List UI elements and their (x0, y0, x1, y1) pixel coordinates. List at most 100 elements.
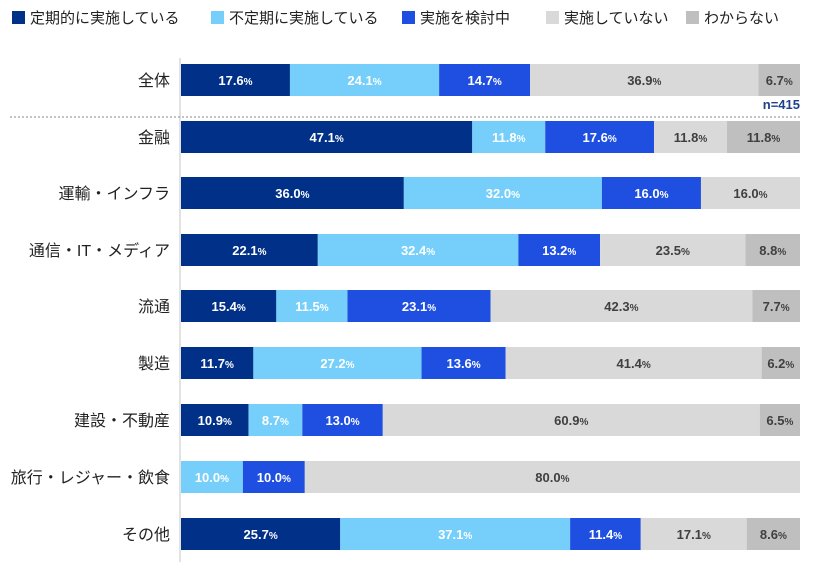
bar-segment (181, 404, 249, 436)
bar-segment (758, 64, 800, 96)
category-label: その他 (122, 526, 170, 544)
bar-segment (600, 234, 746, 266)
bar-segment (302, 404, 383, 436)
legend-label: わからない (704, 10, 779, 27)
legend-label: 実施していない (564, 10, 669, 27)
data-label: 17.6% (583, 130, 617, 145)
data-label: 80.0% (535, 470, 569, 485)
data-label: 11.8% (747, 130, 781, 145)
data-label: 27.2% (320, 356, 354, 371)
data-label: 15.4% (212, 299, 246, 314)
category-label: 旅行・レジャー・飲食 (11, 469, 170, 487)
data-label: 23.1% (402, 299, 436, 314)
bar-segment (317, 234, 519, 266)
legend-swatch (12, 11, 25, 24)
bar-segment (761, 347, 800, 379)
data-label: 22.1% (232, 243, 266, 258)
bar-segment (472, 121, 546, 153)
bar-segment (403, 177, 602, 209)
data-label: 8.7% (262, 413, 289, 428)
legend-swatch (211, 11, 224, 24)
data-label: 6.5% (766, 413, 793, 428)
data-label: 13.6% (446, 356, 480, 371)
data-label: 6.2% (767, 356, 794, 371)
bar-segment (242, 461, 305, 493)
bar-segment (439, 64, 531, 96)
data-label: 32.4% (401, 243, 435, 258)
category-label: 流通 (138, 298, 170, 316)
bar-segment (518, 234, 601, 266)
bar-segment (304, 461, 800, 493)
bar-segment (248, 404, 303, 436)
data-label: 41.4% (617, 356, 651, 371)
data-label: 36.0% (275, 186, 309, 201)
bar-segment (746, 518, 800, 550)
data-label: 60.9% (554, 413, 588, 428)
legend-label: 不定期に実施している (229, 10, 379, 27)
legend: 定期的に実施している 不定期に実施している 実施を検討中 実施していない わからない (12, 10, 779, 27)
bar-segment (181, 461, 243, 493)
bar-segment (181, 234, 318, 266)
bar-segment (276, 290, 348, 322)
bar-segment (752, 290, 800, 322)
data-label: 7.7% (763, 299, 790, 314)
data-label: 8.6% (760, 527, 787, 542)
bar-segment (601, 177, 701, 209)
bar-segment (490, 290, 753, 322)
bar-segment (570, 518, 641, 550)
bars: 全体 17.6% 24.1% 14.7% 36.9% 6.7% 金融 47.1% 11.8% 17… (11, 64, 800, 550)
data-label: 42.3% (604, 299, 638, 314)
legend-swatch (686, 11, 699, 24)
data-label: 10.9% (198, 413, 232, 428)
bar-segment (545, 121, 655, 153)
sample-note: n=415 (763, 97, 800, 112)
bar-segment (340, 518, 571, 550)
bar-segment (181, 64, 290, 96)
legend-label: 実施を検討中 (420, 10, 510, 27)
data-label: 8.8% (759, 243, 786, 258)
bar-segment (505, 347, 762, 379)
data-label: 37.1% (438, 527, 472, 542)
data-label: 25.7% (244, 527, 278, 542)
bar-segment (181, 177, 404, 209)
bar-segment (347, 290, 491, 322)
data-label: 13.2% (542, 243, 576, 258)
bar-segment (289, 64, 440, 96)
data-label: 17.6% (218, 73, 252, 88)
category-label: 全体 (138, 72, 170, 90)
data-label: 11.8% (492, 130, 526, 145)
data-label: 32.0% (486, 186, 520, 201)
data-label: 47.1% (310, 130, 344, 145)
data-label: 11.7% (200, 356, 234, 371)
bar-segment (382, 404, 760, 436)
data-label: 10.0% (195, 470, 229, 485)
bar-segment (700, 177, 800, 209)
category-label: 通信・IT・メディア (29, 241, 170, 260)
bar-segment (727, 121, 800, 153)
data-label: 11.8% (674, 130, 708, 145)
bar-segment (530, 64, 759, 96)
category-label: 金融 (138, 129, 170, 147)
bar-segment (253, 347, 422, 379)
category-label: 建設・不動産 (74, 412, 170, 430)
data-label: 13.0% (325, 413, 359, 428)
bar-segment (745, 234, 800, 266)
bar-segment (181, 121, 473, 153)
legend-swatch (546, 11, 559, 24)
bar-segment (181, 518, 341, 550)
data-label: 14.7% (468, 73, 502, 88)
bar-segment (421, 347, 506, 379)
category-label: 運輸・インフラ (58, 185, 170, 203)
legend-swatch (402, 11, 415, 24)
bar-segment (181, 290, 277, 322)
legend-label: 定期的に実施している (30, 10, 180, 27)
bar-segment (181, 347, 254, 379)
data-label: 24.1% (347, 73, 381, 88)
data-label: 6.7% (766, 73, 793, 88)
data-label: 36.9% (627, 73, 661, 88)
bar-segment (759, 404, 800, 436)
data-label: 11.4% (589, 527, 623, 542)
bar-segment (654, 121, 728, 153)
data-label: 10.0% (257, 470, 291, 485)
